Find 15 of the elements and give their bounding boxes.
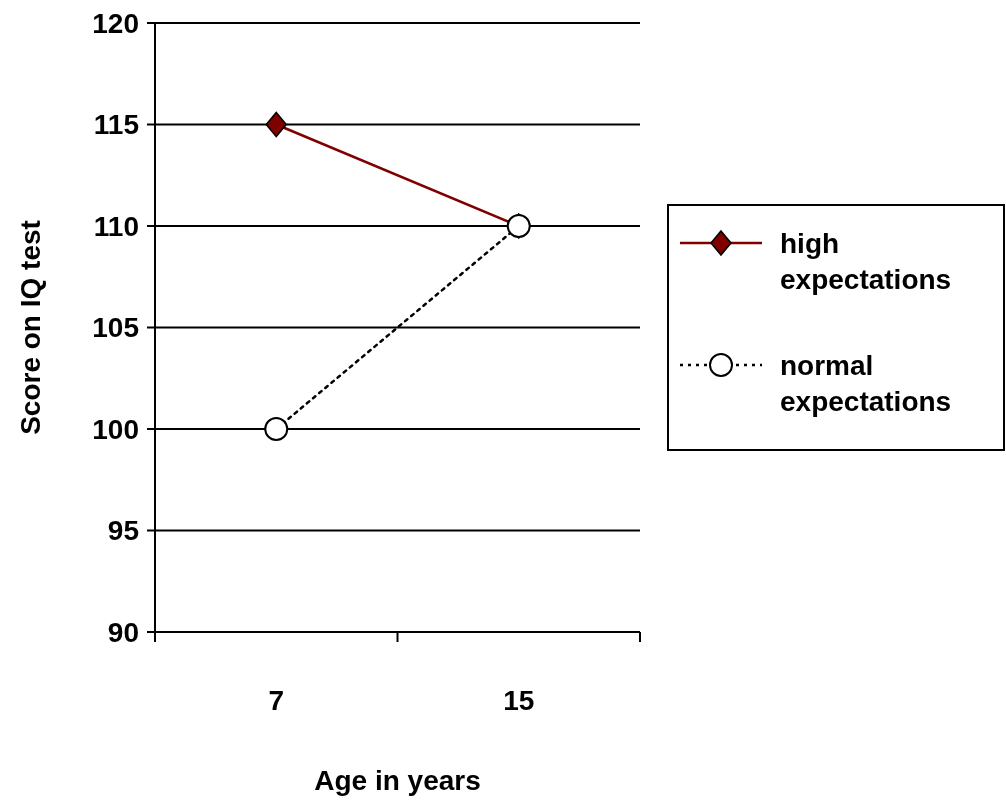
x-tick-label: 15 (503, 685, 535, 716)
y-tick-label: 115 (93, 109, 139, 141)
x-tick-label: 7 (268, 685, 285, 716)
y-tick-label: 100 (92, 413, 139, 445)
point (264, 417, 289, 441)
legend-label: normal expectations (780, 350, 952, 417)
point (265, 111, 287, 138)
y-tick-label: 95 (107, 515, 139, 547)
x-axis-title: Age in years (314, 765, 481, 796)
y-tick-label: 105 (92, 312, 139, 344)
y-tick-label: 110 (93, 210, 139, 242)
legend-label: high expectations (780, 228, 952, 295)
y-tick-label: 90 (107, 616, 139, 648)
y-axis-title: Score on IQ test (15, 220, 46, 435)
y-tick-label: 120 (92, 7, 139, 39)
